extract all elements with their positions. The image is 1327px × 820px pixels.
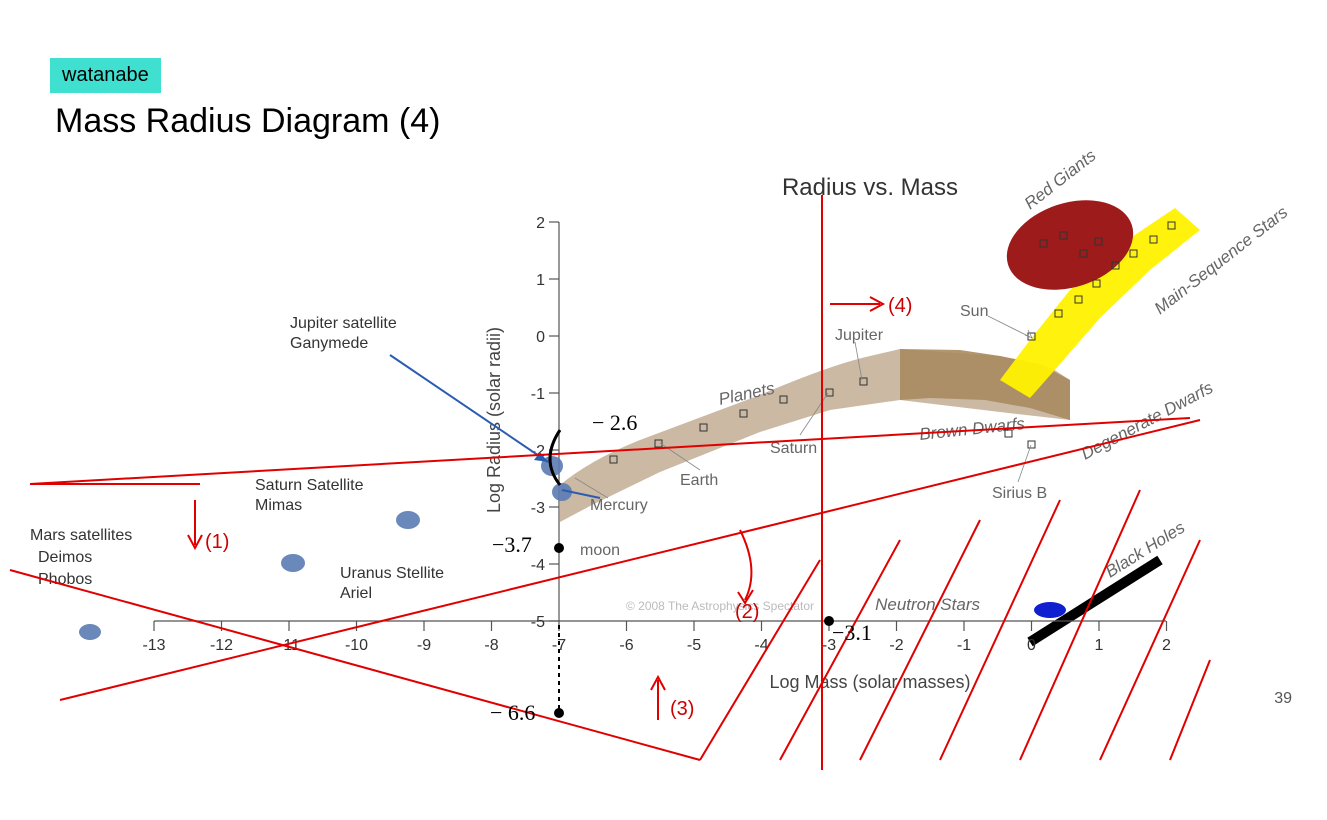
svg-text:0: 0 xyxy=(1027,637,1036,654)
label-uranus: Uranus Stellite Ariel xyxy=(340,565,449,602)
copyright-text: © 2008 The Astrophysics Spectator xyxy=(626,599,814,613)
annot-4: (4) xyxy=(888,295,912,317)
svg-text:-4: -4 xyxy=(754,637,768,654)
annot-3: (3) xyxy=(670,698,694,720)
svg-text:Saturn: Saturn xyxy=(770,440,817,457)
label-moon: moon xyxy=(580,542,620,559)
svg-text:1: 1 xyxy=(1095,637,1104,654)
svg-text:-3: -3 xyxy=(531,500,545,517)
svg-text:-9: -9 xyxy=(417,637,431,654)
svg-text:-2: -2 xyxy=(889,637,903,654)
label-neutron-stars: Neutron Stars xyxy=(875,595,980,614)
svg-text:-5: -5 xyxy=(531,614,545,631)
svg-text:-8: -8 xyxy=(484,637,498,654)
annot-1: (1) xyxy=(205,531,229,553)
red-hatch xyxy=(700,490,1210,760)
region-neutron-stars xyxy=(1034,602,1066,618)
moon-dot xyxy=(554,543,564,553)
svg-text:Earth: Earth xyxy=(680,472,718,489)
val-3p7: −3.7 xyxy=(492,532,532,557)
arrow-2 xyxy=(740,530,751,600)
svg-text:-5: -5 xyxy=(687,637,701,654)
region-black-holes xyxy=(1030,560,1160,642)
y-ticks: 2 1 0 -1 -2 -3 -4 -5 xyxy=(531,215,559,631)
svg-text:Mercury: Mercury xyxy=(590,497,648,514)
svg-text:2: 2 xyxy=(1162,637,1171,654)
svg-text:Sirius B: Sirius B xyxy=(992,485,1047,502)
svg-text:Jupiter: Jupiter xyxy=(835,327,884,344)
label-mars-sats: Mars satellites Deimos Phobos xyxy=(30,527,137,588)
val-2p6: − 2.6 xyxy=(592,410,637,435)
arrow-ganymede xyxy=(390,355,548,462)
val-6p6: − 6.6 xyxy=(490,700,535,725)
val-3p1: −3.1 xyxy=(832,620,872,645)
label-mimas: Saturn Satellite Mimas xyxy=(255,477,368,514)
svg-text:2: 2 xyxy=(536,215,545,232)
svg-text:Sun: Sun xyxy=(960,303,988,320)
label-ganymede: Jupiter satellite Ganymede xyxy=(290,315,401,352)
svg-text:1: 1 xyxy=(536,272,545,289)
annot-2: (2) xyxy=(735,601,759,623)
chart-title: Radius vs. Mass xyxy=(782,174,958,201)
svg-text:-13: -13 xyxy=(142,637,165,654)
svg-text:-12: -12 xyxy=(210,637,233,654)
svg-text:-1: -1 xyxy=(957,637,971,654)
svg-text:-4: -4 xyxy=(531,557,545,574)
dot-6p6 xyxy=(554,708,564,718)
x-axis-title: Log Mass (solar masses) xyxy=(769,672,970,692)
svg-text:-10: -10 xyxy=(345,637,368,654)
svg-text:0: 0 xyxy=(536,329,545,346)
svg-text:-1: -1 xyxy=(531,386,545,403)
mass-radius-chart: -13 -12 -11 -10 -9 -8 -7 -6 -5 -4 -3 -2 … xyxy=(0,0,1327,820)
svg-text:-6: -6 xyxy=(619,637,633,654)
